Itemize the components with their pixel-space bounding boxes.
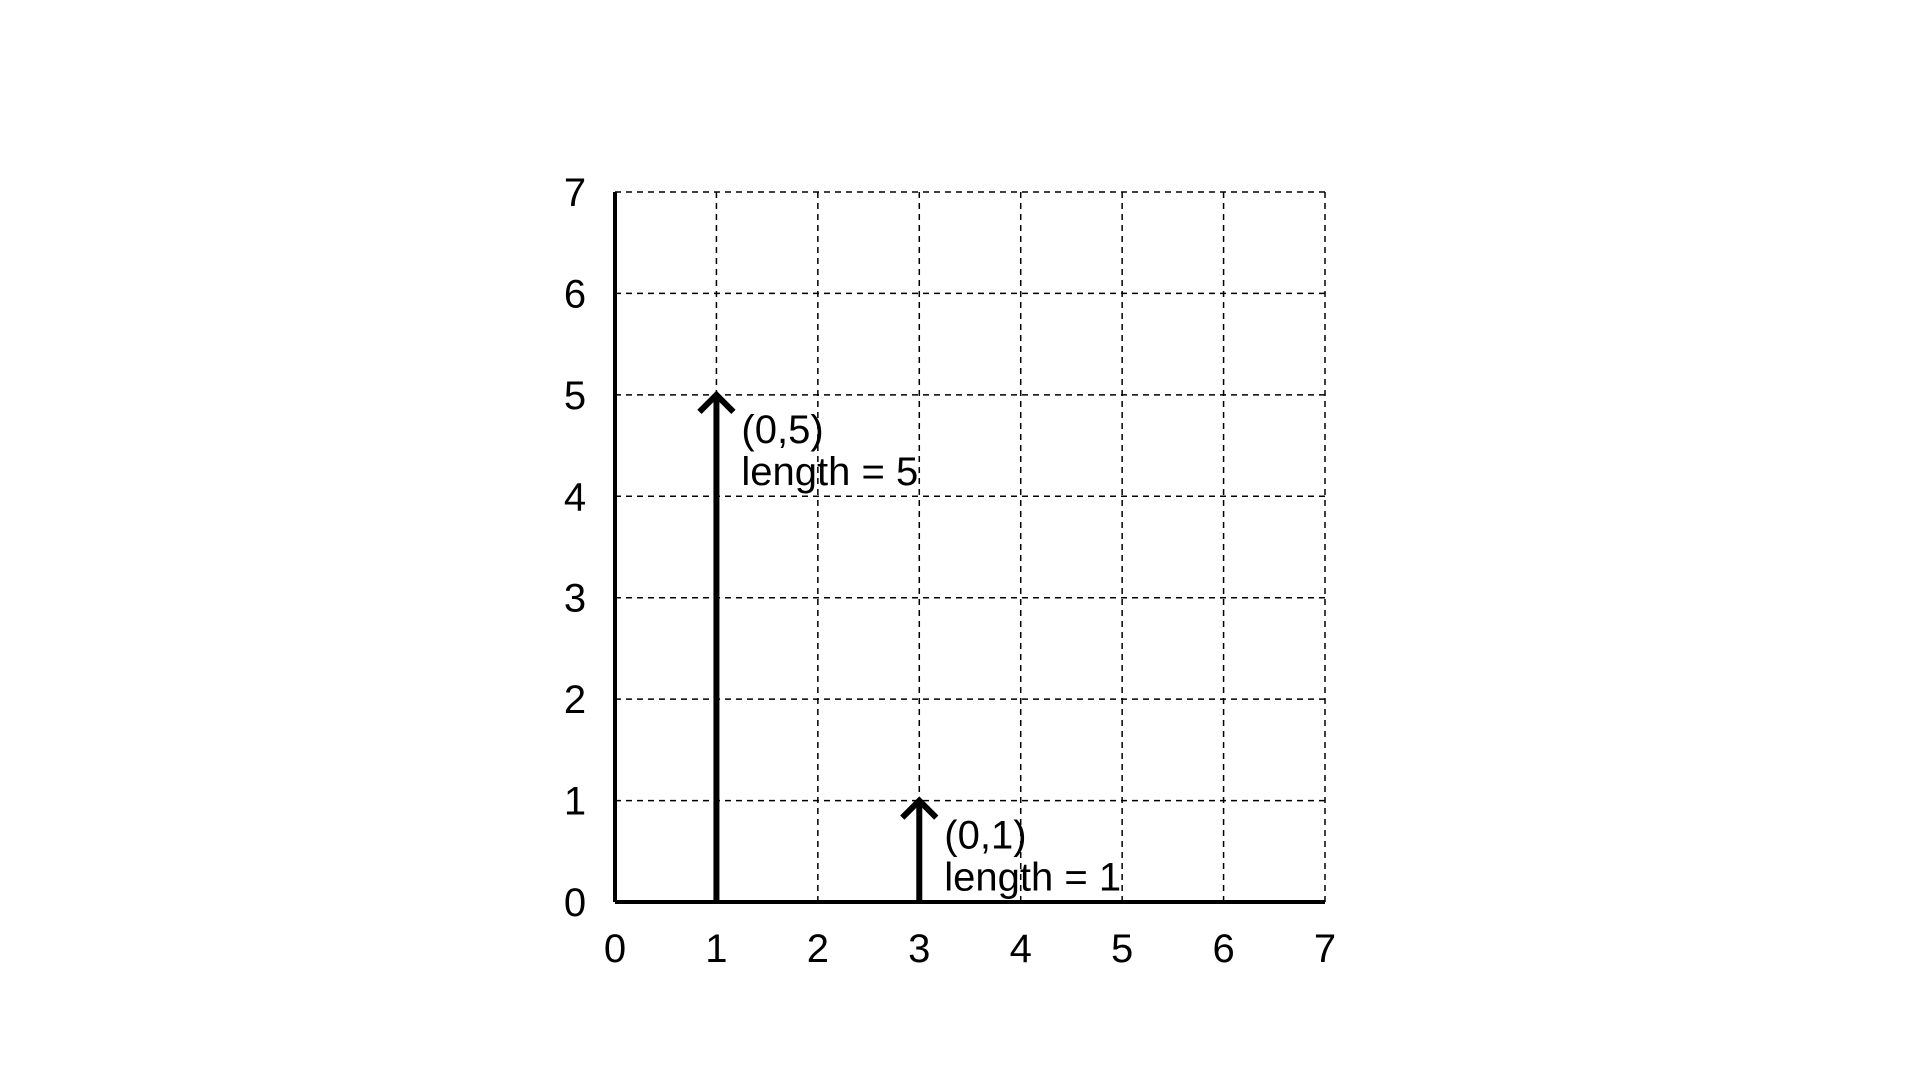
y-tick-label: 0 — [564, 881, 586, 925]
vector-coordinate-label: (0,5) — [741, 408, 823, 452]
vector-2: (0,1)length = 1 — [900, 796, 1121, 902]
y-tick-label: 2 — [564, 678, 586, 722]
x-tick-label: 0 — [604, 927, 626, 971]
vector-1: (0,5)length = 5 — [697, 390, 918, 902]
x-tick-label: 1 — [705, 927, 727, 971]
vector-length-label: length = 1 — [944, 856, 1121, 900]
x-tick-label: 6 — [1212, 927, 1234, 971]
y-tick-label: 6 — [564, 272, 586, 316]
y-tick-label: 1 — [564, 780, 586, 824]
x-tick-labels: 0 1 2 3 4 5 6 7 — [604, 927, 1336, 971]
y-tick-labels: 0 1 2 3 4 5 6 7 — [564, 171, 586, 925]
x-tick-label: 4 — [1010, 927, 1032, 971]
axes — [613, 192, 1325, 904]
grid — [614, 191, 1326, 903]
x-tick-label: 2 — [807, 927, 829, 971]
y-tick-label: 7 — [564, 171, 586, 215]
vector-length-label: length = 5 — [741, 450, 918, 494]
vector-coordinate-label: (0,1) — [944, 814, 1026, 858]
x-tick-label: 3 — [908, 927, 930, 971]
arrowhead-icon — [900, 796, 939, 820]
y-tick-label: 3 — [564, 577, 586, 621]
y-tick-label: 4 — [564, 475, 586, 519]
y-tick-label: 5 — [564, 374, 586, 418]
x-tick-label: 5 — [1111, 927, 1133, 971]
vectors: (0,5)length = 5(0,1)length = 1 — [697, 390, 1121, 902]
arrowhead-icon — [697, 390, 736, 414]
x-tick-label: 7 — [1314, 927, 1336, 971]
